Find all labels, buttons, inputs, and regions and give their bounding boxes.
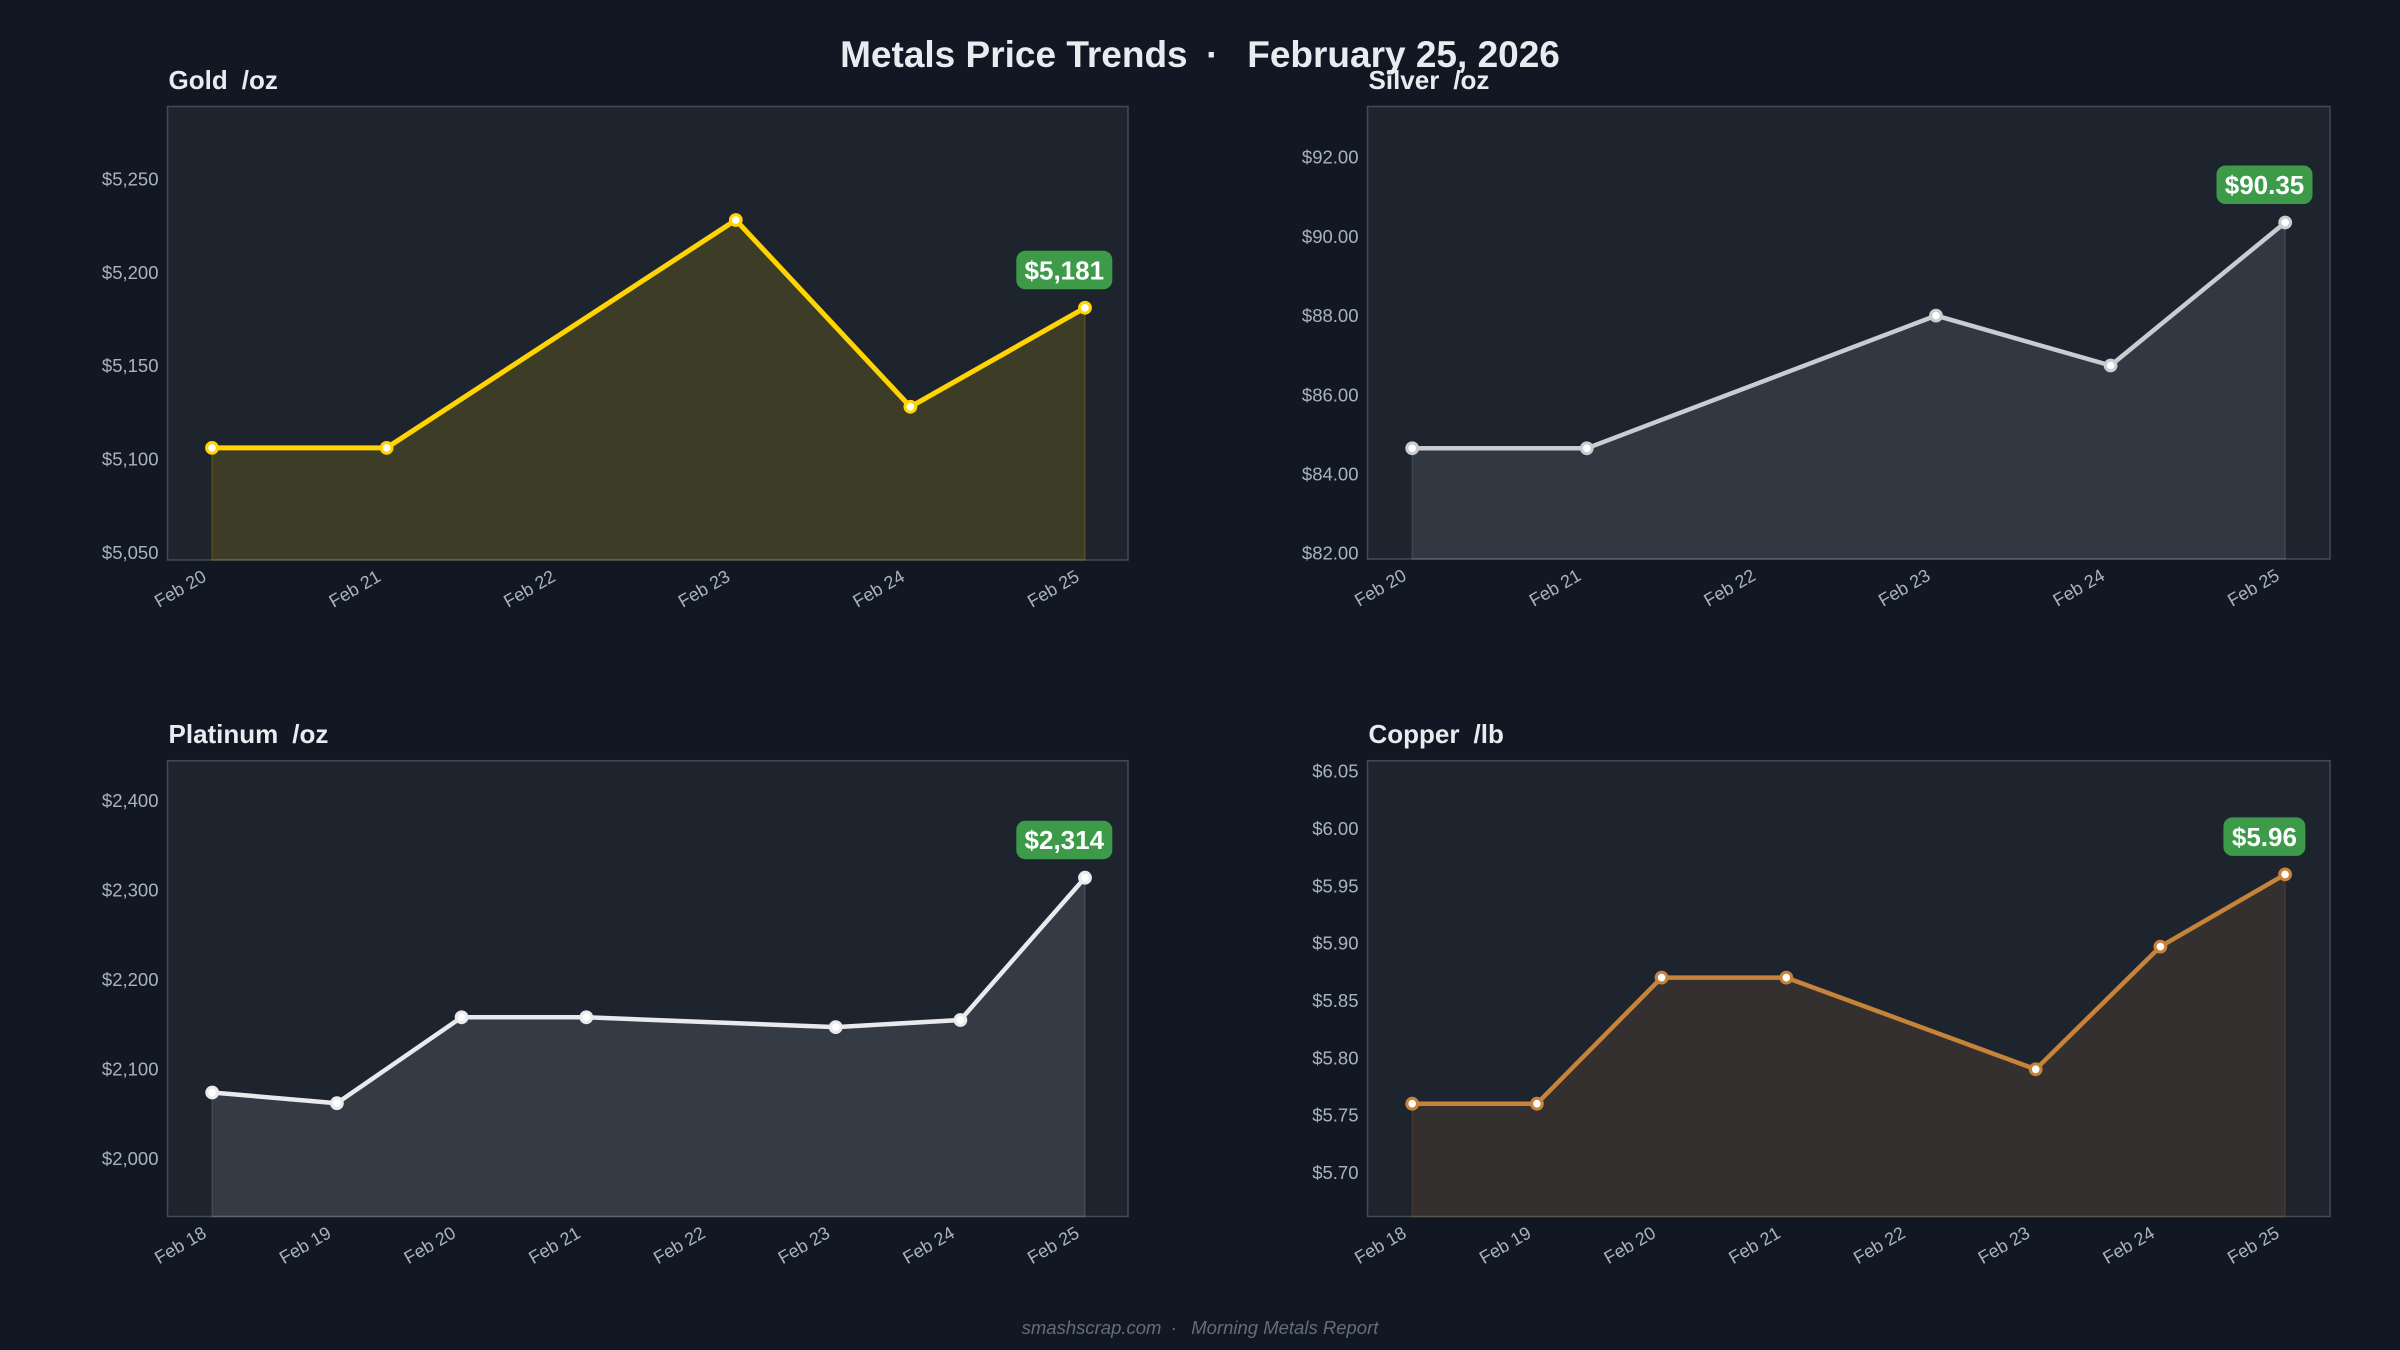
svg-text:Gold/oz: Gold/oz [169, 65, 278, 95]
svg-text:$5,250: $5,250 [102, 168, 159, 189]
svg-text:$86.00: $86.00 [1302, 384, 1359, 405]
svg-text:$5.95: $5.95 [1312, 875, 1358, 896]
svg-text:$2,400: $2,400 [102, 790, 159, 811]
svg-text:$6.05: $6.05 [1312, 761, 1358, 782]
svg-text:Silver/oz: Silver/oz [1369, 65, 1490, 95]
svg-text:$5,050: $5,050 [102, 542, 159, 563]
svg-text:$5,200: $5,200 [102, 262, 159, 283]
svg-text:$5.90: $5.90 [1312, 933, 1358, 954]
svg-text:$90.35: $90.35 [2225, 170, 2305, 200]
svg-text:$5.70: $5.70 [1312, 1162, 1358, 1183]
svg-text:$5.85: $5.85 [1312, 990, 1358, 1011]
svg-text:smashscrap.com · Morning Meta: smashscrap.com · Morning Metals Report [1022, 1317, 1380, 1338]
svg-text:$5.96: $5.96 [2232, 822, 2297, 852]
svg-text:$2,100: $2,100 [102, 1059, 159, 1080]
svg-text:$6.00: $6.00 [1312, 818, 1358, 839]
svg-text:$5,100: $5,100 [102, 449, 159, 470]
svg-text:$2,300: $2,300 [102, 880, 159, 901]
svg-text:Metals Price Trends · Februar: Metals Price Trends · February 25, 2026 [840, 34, 1560, 75]
svg-text:$2,314: $2,314 [1025, 825, 1105, 855]
svg-text:$92.00: $92.00 [1302, 147, 1359, 168]
svg-text:$5,181: $5,181 [1025, 255, 1105, 285]
svg-text:$84.00: $84.00 [1302, 464, 1359, 485]
svg-text:Copper/lb: Copper/lb [1369, 719, 1504, 749]
svg-text:$5,150: $5,150 [102, 355, 159, 376]
svg-text:$5.75: $5.75 [1312, 1105, 1358, 1126]
svg-text:$5.80: $5.80 [1312, 1047, 1358, 1068]
svg-text:Platinum/oz: Platinum/oz [169, 719, 329, 749]
svg-text:$2,200: $2,200 [102, 969, 159, 990]
svg-text:$2,000: $2,000 [102, 1148, 159, 1169]
svg-text:$90.00: $90.00 [1302, 226, 1359, 247]
svg-text:$88.00: $88.00 [1302, 305, 1359, 326]
svg-text:$82.00: $82.00 [1302, 543, 1359, 564]
